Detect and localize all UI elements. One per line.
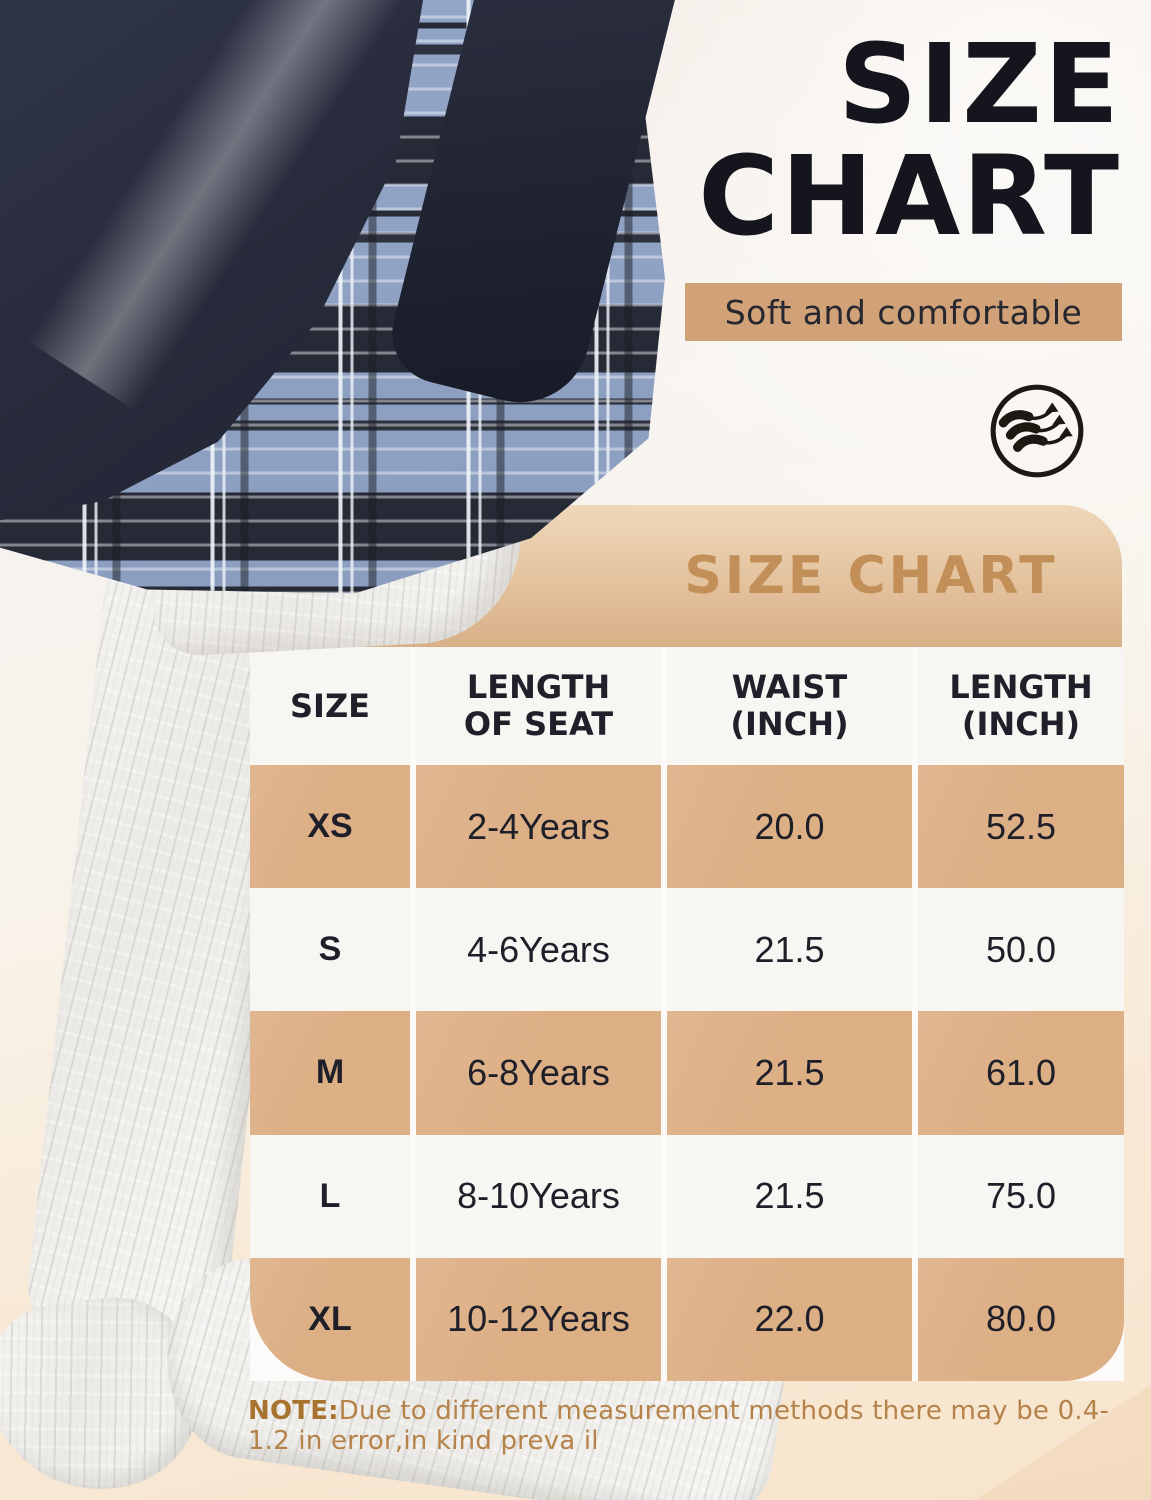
- tagline-banner: Soft and comfortable: [685, 283, 1122, 341]
- cell-size: S: [250, 888, 410, 1012]
- col-header-waist: WAIST (INCH): [667, 647, 912, 765]
- cell-length: 52.5: [918, 765, 1124, 889]
- table-row-s: S 4-6Years 21.5 50.0: [250, 888, 1124, 1012]
- col-header-length: LENGTH (INCH): [918, 647, 1124, 765]
- table-row-xl: XL 10-12Years 22.0 80.0: [250, 1257, 1124, 1381]
- cell-age: 2-4Years: [416, 765, 661, 889]
- col-header-line: LENGTH: [466, 668, 611, 707]
- note-label: NOTE:: [248, 1396, 339, 1426]
- cell-length: 75.0: [918, 1134, 1124, 1258]
- cell-size: M: [250, 1011, 410, 1135]
- cell-length: 50.0: [918, 888, 1124, 1012]
- table-row-l: L 8-10Years 21.5 75.0: [250, 1134, 1124, 1258]
- cell-waist: 21.5: [667, 1134, 912, 1258]
- note-text: NOTE:Due to different measurement method…: [248, 1396, 1133, 1456]
- table-header-row: SIZE LENGTH OF SEAT WAIST (INCH) LENGTH …: [250, 647, 1124, 765]
- breathability-icon: [986, 380, 1088, 482]
- cell-age: 8-10Years: [416, 1134, 661, 1258]
- cell-size: XS: [250, 765, 410, 889]
- col-header-line: WAIST: [731, 668, 848, 707]
- panel-title: SIZE CHART: [684, 546, 1058, 606]
- cell-age: 6-8Years: [416, 1011, 661, 1135]
- cell-age: 4-6Years: [416, 888, 661, 1012]
- col-header-size: SIZE: [250, 647, 410, 765]
- col-header-length-of-seat: LENGTH OF SEAT: [416, 647, 661, 765]
- page-title-line1: SIZE: [837, 20, 1121, 148]
- cell-waist: 22.0: [667, 1257, 912, 1381]
- cell-waist: 21.5: [667, 1011, 912, 1135]
- table-row-xs: XS 2-4Years 20.0 52.5: [250, 765, 1124, 889]
- cell-age: 10-12Years: [416, 1257, 661, 1381]
- col-header-line: (INCH): [961, 705, 1081, 743]
- cell-length: 80.0: [918, 1257, 1124, 1381]
- note-body: Due to different measurement methods the…: [248, 1396, 1110, 1456]
- cell-length: 61.0: [918, 1011, 1124, 1135]
- cell-waist: 20.0: [667, 765, 912, 889]
- col-header-line: SIZE: [289, 686, 370, 725]
- page-title: SIZE CHART: [698, 28, 1121, 252]
- page-title-line2: CHART: [698, 132, 1121, 260]
- size-table: SIZE LENGTH OF SEAT WAIST (INCH) LENGTH …: [250, 647, 1124, 1381]
- cell-size: L: [250, 1134, 410, 1258]
- col-header-line: (INCH): [730, 705, 849, 743]
- cell-size: XL: [250, 1257, 410, 1381]
- col-header-line: LENGTH: [949, 668, 1093, 707]
- cell-waist: 21.5: [667, 888, 912, 1012]
- col-header-line: OF SEAT: [463, 705, 614, 743]
- table-row-m: M 6-8Years 21.5 61.0: [250, 1011, 1124, 1135]
